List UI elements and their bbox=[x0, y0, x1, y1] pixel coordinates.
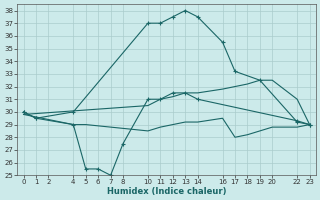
X-axis label: Humidex (Indice chaleur): Humidex (Indice chaleur) bbox=[107, 187, 226, 196]
